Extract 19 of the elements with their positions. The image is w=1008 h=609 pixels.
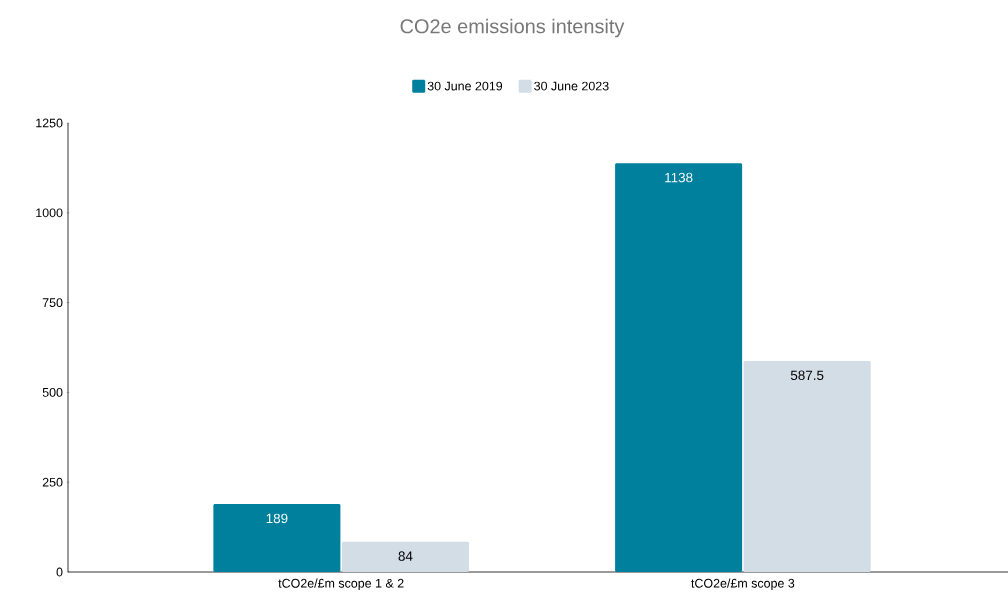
y-tick-label: 1250 <box>36 118 63 128</box>
y-tick-label: 1000 <box>36 208 63 218</box>
data-label: 587.5 <box>790 370 824 380</box>
bar <box>341 541 469 572</box>
bar <box>743 360 871 572</box>
data-label: 84 <box>398 551 413 561</box>
bar <box>213 504 341 572</box>
y-tick-label: 750 <box>42 298 63 308</box>
bar <box>615 163 743 572</box>
chart-title: CO2e emissions intensity <box>400 18 625 38</box>
y-tick-label: 250 <box>42 477 63 487</box>
data-label: 1138 <box>665 172 693 183</box>
x-tick-label: tCO2e/£m scope 1 & 2 <box>278 578 404 591</box>
x-tick-label: tCO2e/£m scope 3 <box>691 578 795 591</box>
legend-label: 30 June 2023 <box>534 81 609 91</box>
y-tick-label: 0 <box>56 567 63 577</box>
legend-label: 30 June 2019 <box>427 81 503 91</box>
data-label: 189 <box>266 513 288 524</box>
y-tick-label: 500 <box>42 388 63 397</box>
